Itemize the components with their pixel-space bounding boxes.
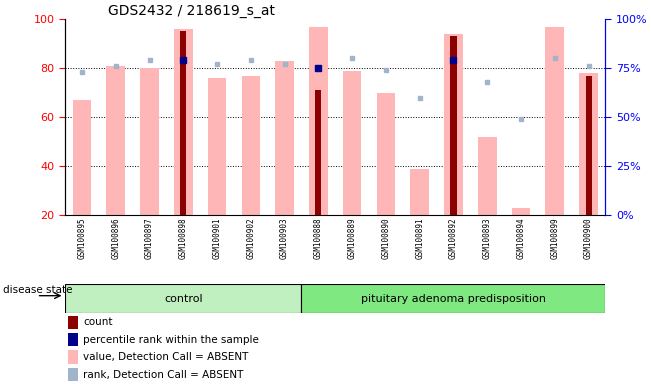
Bar — [68, 368, 78, 381]
Bar — [140, 68, 159, 215]
Bar — [65, 284, 301, 313]
Bar — [377, 93, 395, 215]
Text: value, Detection Call = ABSENT: value, Detection Call = ABSENT — [83, 352, 249, 362]
Bar — [107, 66, 125, 215]
Bar — [579, 73, 598, 215]
Bar — [315, 90, 322, 215]
Bar — [68, 333, 78, 346]
Text: pituitary adenoma predisposition: pituitary adenoma predisposition — [361, 293, 546, 304]
Bar — [309, 26, 327, 215]
Text: disease state: disease state — [3, 285, 72, 295]
Bar — [275, 61, 294, 215]
Text: control: control — [164, 293, 202, 304]
Bar — [208, 78, 227, 215]
Bar — [68, 351, 78, 364]
Bar — [585, 76, 592, 215]
Bar — [450, 36, 456, 215]
Text: GDS2432 / 218619_s_at: GDS2432 / 218619_s_at — [108, 4, 275, 18]
Bar — [242, 76, 260, 215]
Bar — [410, 169, 429, 215]
Bar — [174, 29, 193, 215]
Text: percentile rank within the sample: percentile rank within the sample — [83, 335, 259, 345]
Bar — [180, 31, 186, 215]
Bar — [444, 34, 463, 215]
Bar — [512, 208, 531, 215]
Bar — [68, 316, 78, 329]
Bar — [478, 137, 497, 215]
Bar — [73, 100, 91, 215]
Bar — [301, 284, 605, 313]
Bar — [343, 71, 361, 215]
Text: rank, Detection Call = ABSENT: rank, Detection Call = ABSENT — [83, 370, 244, 380]
Bar — [546, 26, 564, 215]
Text: count: count — [83, 317, 113, 327]
